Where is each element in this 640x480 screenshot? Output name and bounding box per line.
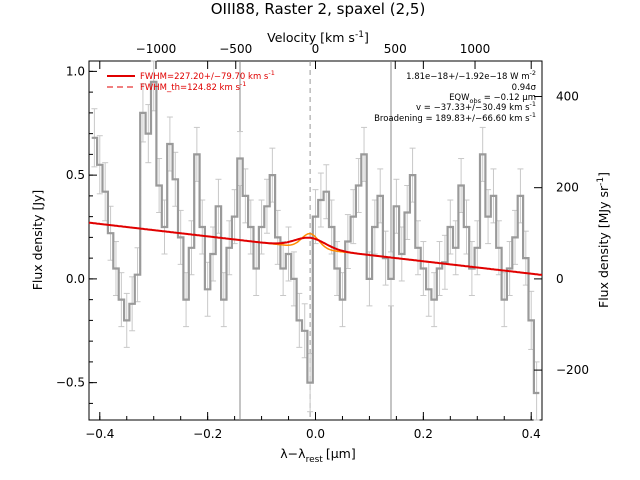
annotation-broadening: Broadening = 189.83+/−66.60 km s-1 [374, 111, 536, 124]
right-tick-label: 400 [556, 89, 579, 103]
spectrum-line [91, 80, 540, 395]
chart-title: OIII88, Raster 2, spaxel (2,5) [211, 0, 426, 18]
right-axis-title: Flux density [MJy sr-1] [596, 172, 611, 308]
y-axis-title: Flux density [Jy] [30, 190, 45, 291]
fit-annotations: 1.81e−18+/−1.92e−18 W m-2 0.94σ EQWobs =… [374, 69, 537, 124]
y-tick-label: −0.5 [56, 376, 85, 390]
x-tick-label: 0.2 [414, 427, 433, 441]
top-tick-label: −500 [219, 42, 252, 56]
top-axis-title: Velocity [km s-1] [267, 30, 369, 45]
top-tick-label: 500 [384, 42, 407, 56]
right-tick-label: 200 [556, 181, 579, 195]
legend: FWHM=227.20+/−79.70 km s-1 FWHM_th=124.8… [107, 69, 275, 93]
legend-label-fwhm-th: FWHM_th=124.82 km s-1 [140, 80, 246, 93]
right-tick-label: 0 [556, 272, 564, 286]
y-tick-label: 1.0 [66, 64, 85, 78]
spectrum-series [91, 80, 540, 395]
fit-series [88, 221, 543, 276]
annotation-sigma: 0.94σ [512, 83, 537, 93]
annotation-velocity: v = −37.33+/−30.49 km s-1 [416, 100, 536, 113]
fit-curve [88, 221, 543, 276]
x-tick-label: −0.4 [85, 427, 114, 441]
y-tick-label: 0.5 [66, 168, 85, 182]
legend-label-fwhm: FWHM=227.20+/−79.70 km s-1 [140, 69, 275, 82]
annotation-eqw: EQWobs = −0.12 μm [449, 93, 536, 105]
x-tick-label: 0.4 [522, 427, 541, 441]
y-tick-label: 0.0 [66, 272, 85, 286]
x-axis-title: λ−λrest [μm] [280, 446, 355, 465]
top-tick-label: −1000 [136, 42, 177, 56]
top-tick-label: 0 [312, 42, 320, 56]
top-tick-label: 1000 [460, 42, 491, 56]
axis-ticks: −0.4 −0.2 0.0 0.2 0.4 −1000 −500 0 500 1000 −0.5 0.… [56, 42, 589, 441]
right-tick-label: −200 [556, 363, 589, 377]
x-tick-label: −0.2 [193, 427, 222, 441]
x-tick-label: 0.0 [306, 427, 325, 441]
annotation-flux: 1.81e−18+/−1.92e−18 W m-2 [406, 69, 536, 82]
